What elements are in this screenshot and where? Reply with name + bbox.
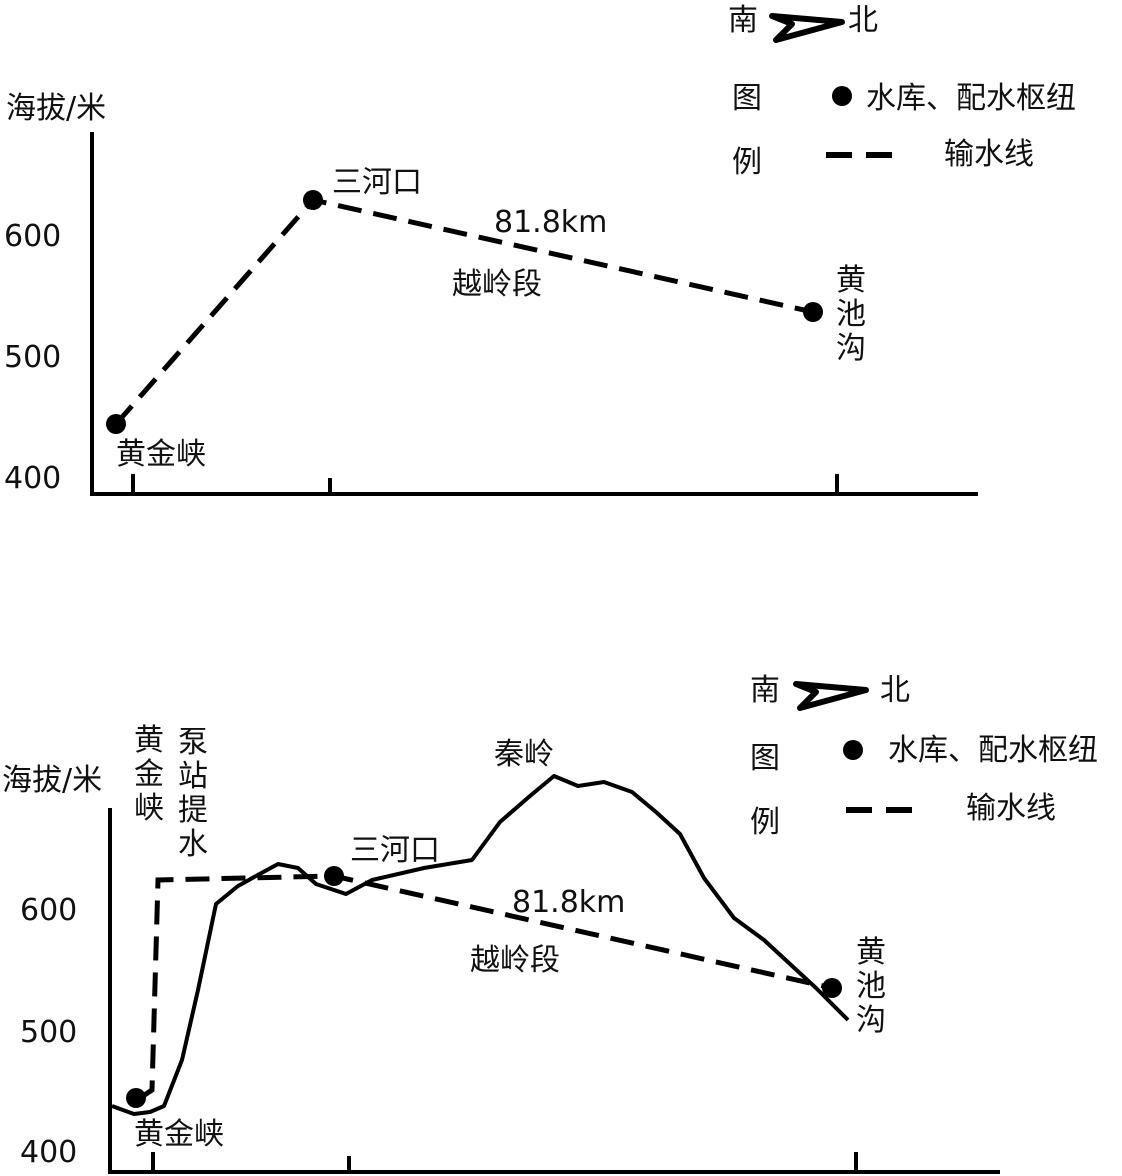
pump-label-3: 提 — [178, 793, 208, 828]
compass-north-label: 北 — [848, 3, 878, 38]
legend-reservoir-dot-icon — [832, 86, 852, 106]
y-tick-label-500: 500 — [20, 1015, 77, 1050]
legend-title-1: 图 — [750, 741, 780, 776]
legend-reservoir-label: 水库、配水枢纽 — [866, 81, 1076, 116]
y-tick-label-400: 400 — [20, 1135, 77, 1170]
legend-pipeline-label: 输水线 — [944, 137, 1034, 172]
compass-arrow-icon — [769, 13, 845, 43]
segment-label: 越岭段 — [470, 943, 560, 978]
station-huangchigou-label-1: 黄 — [856, 935, 886, 970]
y-tick-label-600: 600 — [4, 219, 61, 254]
legend-pipeline-label: 输水线 — [966, 791, 1056, 826]
distance-label: 81.8km — [494, 205, 607, 240]
station-sanhekou-dot — [303, 190, 323, 210]
y-tick-label-600: 600 — [20, 893, 77, 928]
bottom-panel: 南 北 图 例 水库、配水枢纽 输水线 海拔/米 600 500 400 黄 金… — [2, 673, 1098, 1174]
top-panel: 南 北 图 例 水库、配水枢纽 输水线 海拔/米 600 500 400 黄金峡… — [4, 3, 1076, 496]
station-huangchigou-label-3: 沟 — [856, 1003, 886, 1038]
distance-label: 81.8km — [512, 885, 625, 920]
pump-label-4: 水 — [178, 827, 208, 862]
vertical-huangjinxia-1: 黄 — [134, 723, 164, 758]
pipeline-line — [138, 873, 833, 1101]
station-huangjinxia-dot — [106, 414, 126, 434]
compass-south-label: 南 — [728, 3, 758, 38]
pump-label-1: 泵 — [178, 725, 208, 760]
terrain-profile-line — [111, 774, 850, 1116]
y-axis-label: 海拔/米 — [6, 91, 106, 126]
station-huangchigou-label-3: 沟 — [836, 331, 866, 366]
y-tick-label-500: 500 — [4, 340, 61, 375]
pump-label-2: 站 — [178, 759, 208, 794]
compass-arrow-icon — [793, 681, 869, 711]
station-huangjinxia-label: 黄金峡 — [116, 437, 206, 472]
y-axis-label: 海拔/米 — [2, 763, 102, 798]
station-huangchigou-dot — [822, 978, 842, 998]
station-sanhekou-label: 三河口 — [332, 165, 422, 200]
legend-title-2: 例 — [732, 145, 762, 180]
y-tick-label-400: 400 — [4, 461, 61, 496]
legend-title-1: 图 — [732, 81, 762, 116]
mountain-label: 秦岭 — [494, 737, 554, 772]
station-huangchigou-label-2: 池 — [836, 297, 866, 332]
legend-title-2: 例 — [750, 805, 780, 840]
station-huangchigou-label-1: 黄 — [836, 263, 866, 298]
compass-north-label: 北 — [880, 673, 910, 708]
station-huangchigou-dot — [803, 302, 823, 322]
compass-south-label: 南 — [750, 673, 780, 708]
station-sanhekou-dot — [324, 866, 344, 886]
station-sanhekou-label: 三河口 — [350, 833, 440, 868]
pipeline-line — [114, 197, 814, 426]
vertical-huangjinxia-2: 金 — [134, 757, 164, 792]
legend-reservoir-dot-icon — [843, 740, 863, 760]
station-huangchigou-label-2: 池 — [856, 969, 886, 1004]
vertical-huangjinxia-3: 峡 — [134, 791, 164, 826]
legend-reservoir-label: 水库、配水枢纽 — [888, 733, 1098, 768]
station-huangjinxia-label: 黄金峡 — [134, 1117, 224, 1152]
station-huangjinxia-dot — [126, 1088, 146, 1108]
segment-label: 越岭段 — [452, 267, 542, 302]
